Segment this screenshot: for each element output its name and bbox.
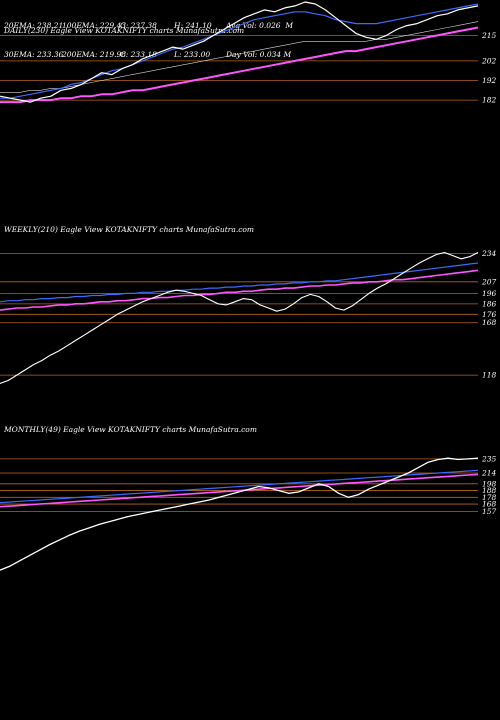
y-tick-label: 178 [482,493,497,502]
ema-line-2 [0,269,479,311]
stat-200ema: 200EMA: 219.98 [62,49,127,59]
y-tick-label: 207 [481,277,497,286]
y-tick-label: 215 [481,31,497,40]
y-tick-label: 188 [482,486,497,495]
chart-title: MONTHLY(49) Eagle View KOTAKNIFTY charts… [3,425,257,434]
y-tick-label: 168 [482,500,497,509]
y-tick-label: 118 [482,371,497,380]
stats-row-2: 30EMA: 233.36200EMA: 219.98C: 233.18 L: 2… [4,50,293,60]
y-tick-label: 196 [482,289,497,298]
price-line [0,251,479,385]
stat-day-vol: Day Vol: 0.034 M [226,49,292,59]
stats-row-1: 20EMA: 238.21100EMA: 229.43C: 237.38 H: 2… [4,21,293,31]
stat-30ema: 30EMA: 233.36 [4,49,64,59]
y-tick-label: 192 [482,76,497,85]
y-tick-label: 168 [482,318,497,327]
stat-20ema: 20EMA: 238.21 [4,21,64,30]
ema-stats-header: 20EMA: 238.21100EMA: 229.43C: 237.38 H: 2… [4,2,293,69]
y-tick-label: 198 [482,479,497,488]
ema-line-1 [0,3,479,99]
stat-close: C: 237.38 [120,21,157,30]
ema-line-2 [0,473,479,508]
stat-avg-vol: Avg Vol: 0.026 M [226,21,294,30]
ema-line-3 [0,26,479,104]
stat-100ema: 100EMA: 229.43 [62,21,127,30]
weekly-chart-panel: 118 168 176 186 196 207 234 WEEKLY(210) Eagle V… [0,222,500,402]
y-tick-label: 202 [481,56,497,65]
stat-close-2: C: 233.18 [120,49,157,59]
y-tick-label: 176 [482,310,497,319]
y-tick-label: 182 [482,96,497,105]
stat-high: H: 241.10 [174,21,212,30]
monthly-chart-panel: 157 168 178 188 198 214 235 MONTHLY(49) Eagle V… [0,422,500,592]
ema-line-1 [0,262,479,303]
ema-line-1 [0,469,479,504]
price-line [0,1,479,103]
y-tick-label: 235 [481,454,497,463]
price-line [0,457,479,571]
y-tick-label: 234 [481,249,497,258]
chart-title: WEEKLY(210) Eagle View KOTAKNIFTY charts… [4,225,254,234]
chart-title: DAILY(230) Eagle View KOTAKNIFTY charts … [3,26,244,35]
daily-chart: 182 192 202 215 DAILY(230) Eagle View KOTAKN… [0,1,497,105]
y-tick-label: 157 [482,507,497,516]
daily-chart-panel: 182 192 202 215 DAILY(230) Eagle View KOTAKN… [0,0,500,110]
stat-low: L: 233.00 [174,49,211,59]
y-tick-label: 186 [482,299,497,308]
y-tick-label: 214 [481,469,497,478]
